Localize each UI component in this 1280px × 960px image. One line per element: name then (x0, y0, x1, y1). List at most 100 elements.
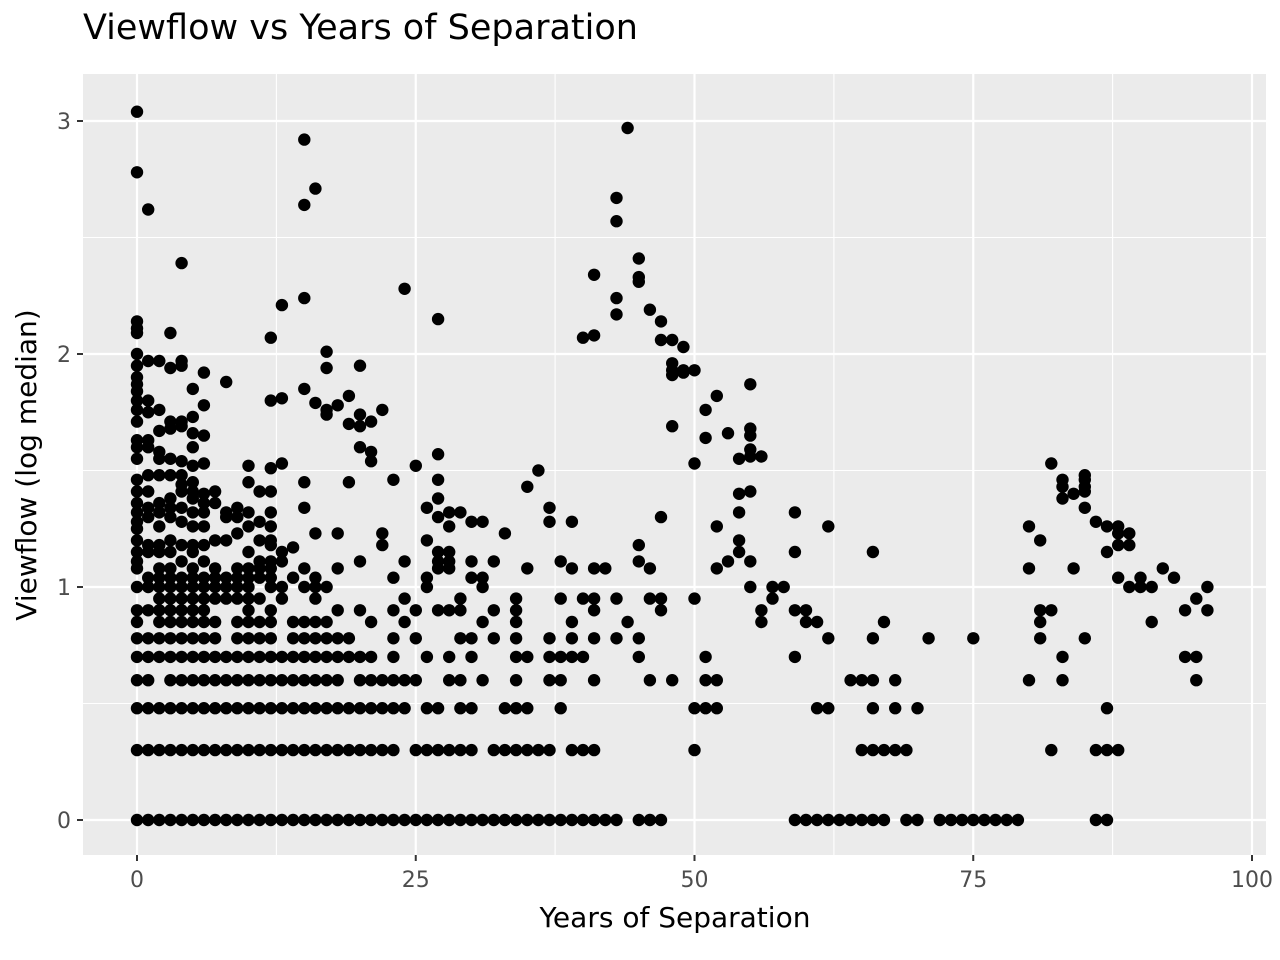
data-point (142, 485, 155, 498)
data-point (509, 650, 523, 664)
data-point (688, 702, 701, 715)
data-point (376, 403, 389, 417)
data-point (275, 650, 289, 664)
data-point (465, 702, 478, 715)
data-point (487, 632, 500, 645)
data-point (889, 702, 902, 715)
data-point (476, 674, 489, 687)
data-point (465, 571, 478, 584)
data-point (465, 743, 478, 757)
data-point (688, 592, 701, 605)
data-point (532, 813, 545, 827)
data-point (822, 520, 835, 533)
data-point (130, 347, 144, 361)
data-point (142, 510, 155, 524)
data-point (231, 632, 244, 645)
data-point (142, 406, 155, 419)
data-point (231, 527, 244, 540)
data-point (242, 674, 255, 687)
data-point (264, 331, 277, 344)
data-point (197, 520, 211, 533)
data-point (454, 592, 467, 605)
data-point (197, 580, 211, 594)
data-point (699, 650, 712, 664)
data-point (175, 501, 188, 514)
data-point (431, 312, 445, 326)
data-point (130, 441, 144, 454)
data-point (142, 501, 155, 514)
data-point (130, 580, 144, 594)
data-point (153, 403, 166, 417)
data-point (710, 389, 723, 403)
data-point (220, 592, 233, 605)
data-point (877, 813, 891, 827)
data-point (1123, 538, 1136, 552)
data-point (186, 702, 199, 715)
data-point (521, 702, 534, 715)
data-point (777, 580, 790, 594)
data-point (309, 702, 322, 715)
data-point (643, 813, 657, 827)
data-point (275, 457, 289, 470)
data-point (353, 408, 367, 421)
data-point (220, 534, 233, 547)
data-point (242, 702, 255, 715)
data-point (710, 520, 723, 533)
data-point (164, 452, 177, 465)
data-point (509, 743, 523, 757)
data-point (443, 562, 456, 575)
data-point (353, 702, 367, 715)
data-point (197, 615, 211, 629)
data-point (420, 743, 434, 757)
data-point (443, 604, 456, 617)
data-point (331, 527, 344, 540)
data-point (342, 476, 356, 489)
data-point (521, 650, 534, 664)
data-point (944, 813, 958, 827)
data-point (186, 674, 199, 687)
data-point (487, 813, 500, 827)
data-point (654, 315, 668, 328)
data-point (688, 364, 701, 377)
data-point (208, 562, 222, 575)
data-point (264, 702, 277, 715)
data-point (286, 674, 300, 687)
data-point (197, 674, 211, 687)
data-point (130, 105, 144, 118)
data-point (353, 650, 367, 664)
data-point (532, 464, 545, 477)
data-point (142, 743, 155, 757)
data-point (253, 813, 266, 827)
data-point (364, 813, 378, 827)
data-point (353, 555, 367, 568)
data-point (220, 674, 233, 687)
data-point (643, 592, 657, 605)
data-point (509, 592, 523, 605)
data-point (465, 813, 478, 827)
data-point (431, 604, 445, 617)
data-point (409, 459, 422, 472)
data-point (420, 813, 434, 827)
data-point (130, 359, 144, 372)
data-point (175, 580, 188, 594)
data-point (364, 702, 378, 715)
data-point (342, 702, 356, 715)
data-point (331, 702, 344, 715)
data-point (175, 359, 188, 372)
data-point (242, 562, 255, 575)
data-point (1056, 492, 1069, 505)
data-point (142, 469, 155, 482)
data-point (576, 813, 590, 827)
data-point (387, 473, 400, 486)
data-point (1011, 813, 1025, 827)
data-point (186, 382, 199, 396)
data-point (186, 492, 199, 505)
data-point (264, 650, 277, 664)
data-point (1100, 743, 1114, 757)
data-point (309, 527, 322, 540)
data-point (298, 813, 311, 827)
data-point (476, 813, 489, 827)
data-point (699, 674, 712, 687)
data-point (376, 743, 389, 757)
data-point (677, 366, 690, 379)
